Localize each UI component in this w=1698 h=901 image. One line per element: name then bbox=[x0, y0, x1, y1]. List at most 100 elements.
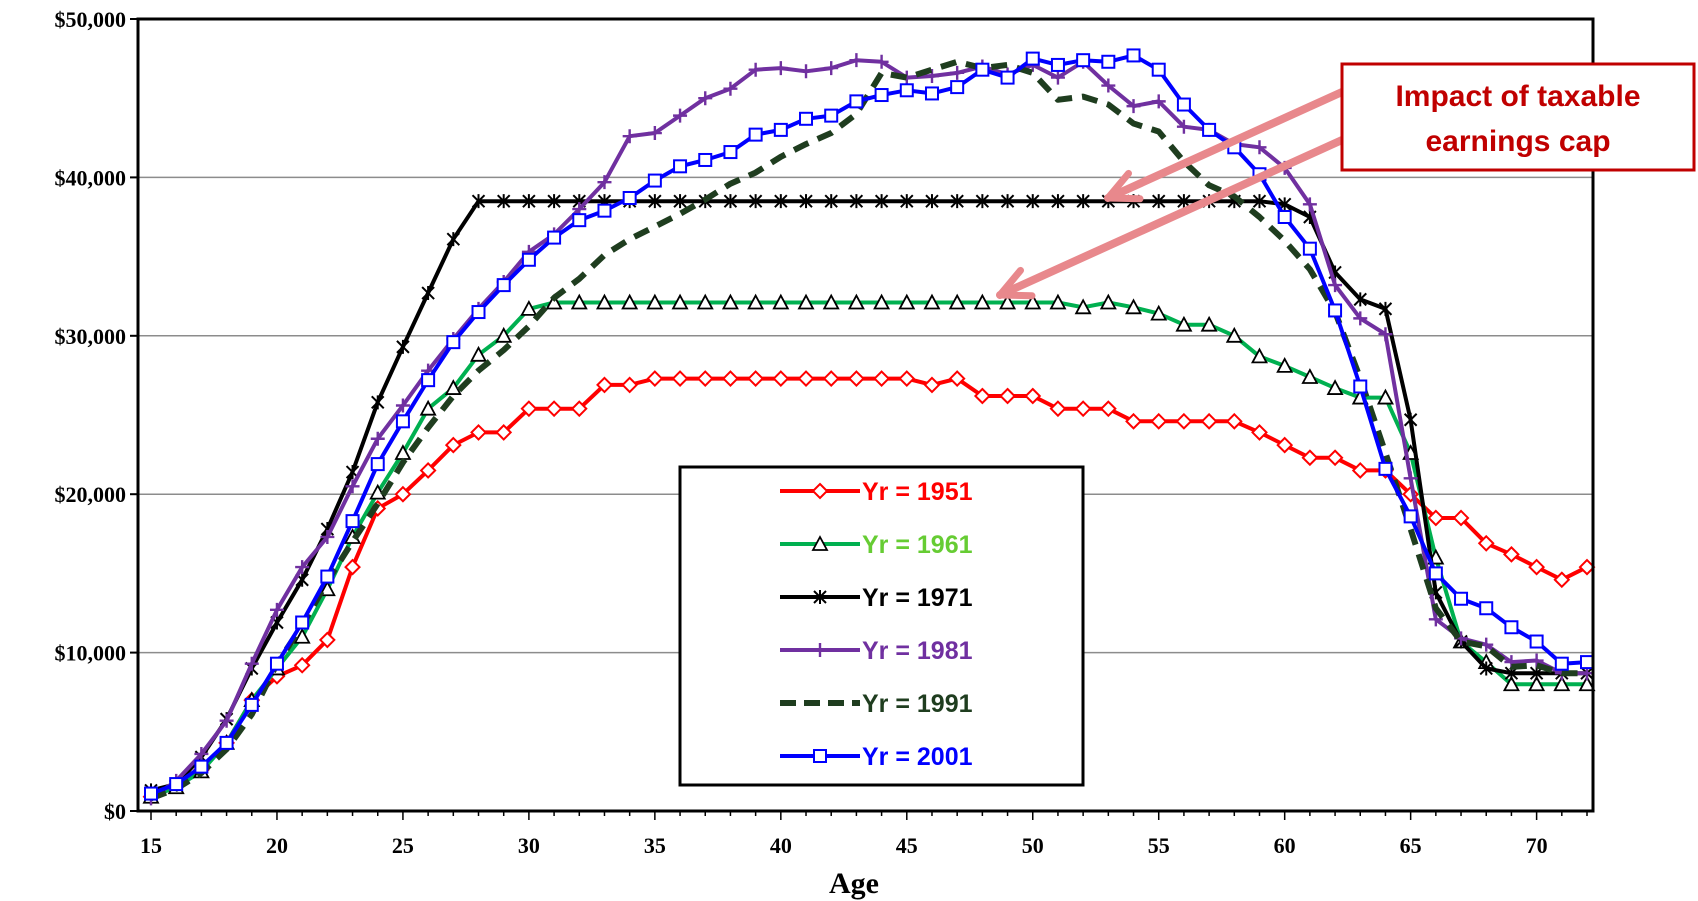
data-point bbox=[470, 424, 487, 441]
series-line bbox=[150, 376, 1588, 799]
data-point bbox=[572, 213, 587, 228]
data-point bbox=[1175, 315, 1193, 332]
data-point bbox=[1326, 379, 1344, 395]
data-point bbox=[320, 569, 335, 584]
legend-item-yr-1951: Yr = 1951 bbox=[780, 478, 973, 506]
y-tick-label: $30,000 bbox=[55, 324, 127, 349]
data-point bbox=[547, 194, 561, 209]
data-point bbox=[1428, 566, 1443, 581]
data-point bbox=[1202, 122, 1217, 137]
series-yr-2001 bbox=[144, 48, 1594, 801]
data-point bbox=[975, 62, 990, 77]
data-point bbox=[1250, 347, 1268, 364]
data-point bbox=[345, 479, 360, 494]
legend-marker bbox=[811, 482, 829, 500]
legend-item-yr-1961: Yr = 1961 bbox=[780, 531, 973, 559]
x-tick-label: 55 bbox=[1148, 833, 1170, 858]
data-point bbox=[295, 615, 310, 630]
y-tick-label: $50,000 bbox=[55, 7, 127, 32]
data-point bbox=[621, 293, 639, 310]
data-point bbox=[1026, 194, 1040, 209]
data-point bbox=[320, 529, 335, 544]
data-point bbox=[797, 293, 815, 310]
data-point bbox=[824, 194, 838, 209]
data-point bbox=[295, 560, 310, 575]
data-point bbox=[899, 83, 914, 98]
data-point bbox=[647, 126, 662, 141]
data-point bbox=[1276, 356, 1294, 373]
data-point bbox=[874, 194, 889, 209]
data-point bbox=[723, 81, 738, 96]
series-yr-1961 bbox=[142, 293, 1596, 804]
x-axis-tick-labels: 15 20 25 30 35 40 45 50 55 60 65 70 bbox=[140, 811, 1588, 858]
data-point bbox=[747, 293, 765, 310]
data-point bbox=[1049, 293, 1067, 310]
data-point bbox=[646, 293, 664, 310]
data-point bbox=[847, 370, 865, 387]
data-point bbox=[521, 252, 536, 267]
data-point bbox=[495, 326, 513, 343]
legend-items: Yr = 1951 Yr = 1961 Yr = 1971 Yr = 1981 Yr =… bbox=[780, 478, 973, 771]
data-point bbox=[244, 656, 259, 671]
data-point bbox=[648, 194, 662, 209]
series-line bbox=[150, 53, 1588, 796]
data-point bbox=[345, 514, 360, 529]
x-tick-label: 30 bbox=[518, 833, 540, 858]
data-point bbox=[1454, 591, 1469, 606]
data-point bbox=[849, 94, 864, 109]
series-line bbox=[150, 199, 1587, 793]
data-point bbox=[900, 194, 914, 209]
data-point bbox=[344, 558, 361, 576]
data-point bbox=[1176, 97, 1191, 112]
data-point bbox=[194, 759, 209, 774]
data-point bbox=[444, 436, 462, 454]
legend-marker bbox=[813, 643, 827, 657]
annotation-arrow-shaft bbox=[1104, 88, 1346, 202]
data-point bbox=[898, 293, 916, 310]
data-point bbox=[1076, 53, 1091, 68]
data-point bbox=[1353, 292, 1367, 307]
x-tick-label: 65 bbox=[1400, 833, 1422, 858]
data-point bbox=[999, 293, 1017, 310]
data-point bbox=[1276, 436, 1294, 454]
data-point bbox=[1427, 509, 1445, 527]
data-point bbox=[822, 370, 840, 387]
data-point bbox=[570, 293, 588, 310]
data-point bbox=[1252, 140, 1267, 155]
data-point bbox=[950, 80, 965, 95]
data-point bbox=[1200, 412, 1218, 430]
data-point bbox=[1553, 571, 1571, 589]
data-point bbox=[1099, 293, 1117, 310]
y-tick-label: $40,000 bbox=[55, 165, 127, 190]
data-point bbox=[419, 399, 437, 416]
data-point bbox=[748, 62, 763, 77]
data-point bbox=[1326, 449, 1344, 467]
data-point bbox=[1353, 311, 1368, 326]
data-point bbox=[1302, 241, 1317, 256]
data-point bbox=[622, 129, 637, 144]
data-point bbox=[646, 370, 664, 387]
legend-item-yr-1971: Yr = 1971 bbox=[780, 584, 973, 612]
data-point bbox=[370, 457, 385, 472]
data-point bbox=[396, 339, 410, 354]
data-point bbox=[597, 203, 612, 218]
data-point bbox=[723, 194, 738, 209]
data-point bbox=[874, 88, 889, 103]
data-point bbox=[773, 61, 788, 76]
data-point bbox=[824, 61, 839, 76]
data-point bbox=[194, 746, 209, 761]
data-point bbox=[797, 370, 815, 387]
data-point bbox=[1553, 675, 1571, 692]
legend-item-yr-2001: Yr = 2001 bbox=[780, 743, 973, 771]
data-point bbox=[369, 483, 387, 500]
data-point bbox=[1125, 412, 1142, 430]
data-point bbox=[1403, 412, 1418, 427]
data-point bbox=[874, 54, 889, 69]
data-point bbox=[924, 69, 939, 84]
legend-label: Yr = 1961 bbox=[862, 531, 973, 559]
data-point bbox=[496, 278, 511, 293]
data-point bbox=[470, 345, 488, 362]
data-point bbox=[522, 194, 536, 209]
data-point bbox=[596, 376, 613, 394]
data-point bbox=[621, 376, 639, 394]
